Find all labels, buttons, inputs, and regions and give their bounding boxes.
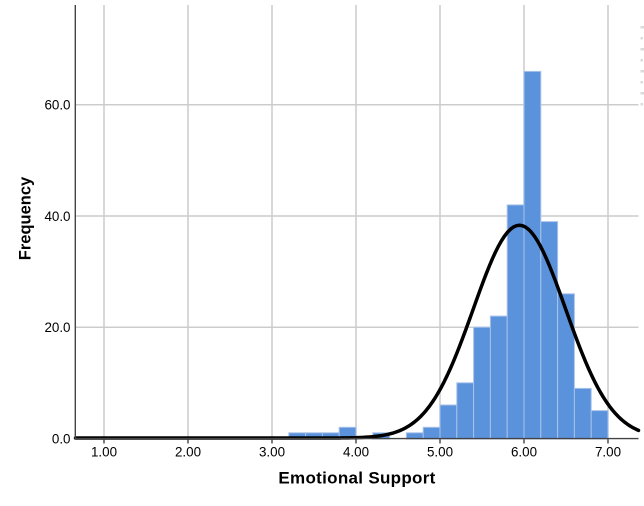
svg-text:60.0: 60.0 — [44, 98, 70, 113]
svg-text:20.0: 20.0 — [44, 320, 70, 335]
svg-text:2.00: 2.00 — [175, 445, 201, 460]
svg-text:3.00: 3.00 — [259, 445, 285, 460]
svg-text:4.00: 4.00 — [343, 445, 369, 460]
svg-text:7.00: 7.00 — [595, 445, 621, 460]
svg-text:0.0: 0.0 — [52, 431, 71, 446]
svg-text:1.00: 1.00 — [91, 445, 117, 460]
svg-text:6.00: 6.00 — [511, 445, 537, 460]
svg-text:Frequency: Frequency — [17, 176, 35, 260]
svg-text:5.00: 5.00 — [427, 445, 453, 460]
svg-text:Emotional Support: Emotional Support — [278, 469, 435, 488]
svg-text:40.0: 40.0 — [44, 209, 70, 224]
